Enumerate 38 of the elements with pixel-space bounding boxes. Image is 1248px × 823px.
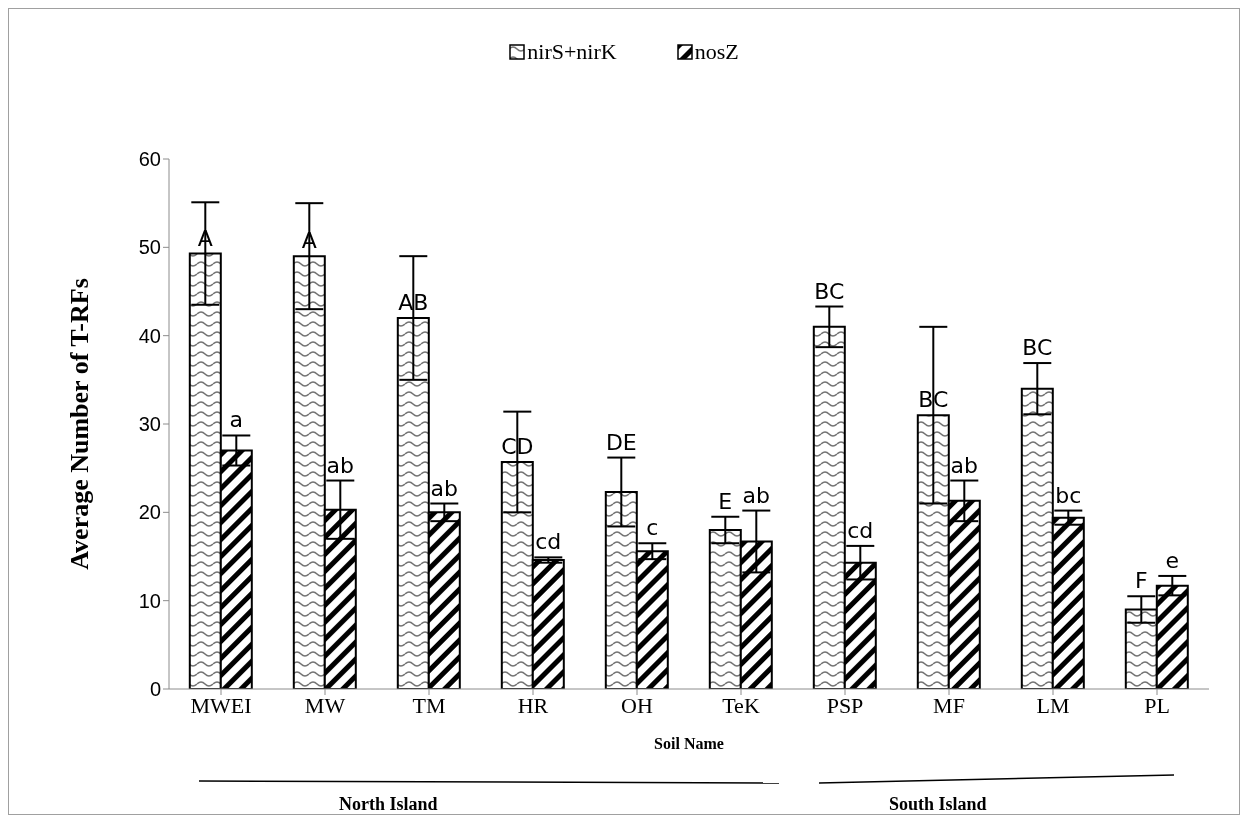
data-label: E <box>718 488 733 514</box>
y-tick-label: 0 <box>149 678 161 701</box>
y-tick-label: 50 <box>138 236 161 259</box>
data-label: ab <box>950 452 979 478</box>
data-label: cd <box>847 517 874 543</box>
data-label: ab <box>326 452 355 478</box>
y-tick-label: 20 <box>138 501 161 524</box>
x-tick-label: PSP <box>826 692 864 718</box>
data-label: e <box>1165 547 1180 573</box>
data-label: cd <box>535 529 562 555</box>
x-tick-label: OH <box>621 692 653 718</box>
y-tick-label: 30 <box>138 413 161 436</box>
x-tick-label: TM <box>412 692 446 718</box>
data-label: a <box>229 407 244 433</box>
x-tick-label: MWEI <box>190 692 252 718</box>
legend-label: nosZ <box>693 39 739 65</box>
data-label: ab <box>742 482 771 508</box>
data-label: ab <box>430 475 459 501</box>
data-label: BC <box>1022 335 1053 361</box>
y-tick-label: 40 <box>138 324 161 347</box>
x-tick-label: MW <box>304 692 346 718</box>
x-tick-label: TeK <box>722 692 760 718</box>
x-tick-label: HR <box>517 692 549 718</box>
y-tick-label: 10 <box>138 589 161 612</box>
data-label: BC <box>814 278 845 304</box>
text: North Island <box>339 794 438 815</box>
x-tick-label: PL <box>1144 692 1170 718</box>
y-tick-label: 60 <box>138 148 161 171</box>
x-tick-label: MF <box>933 692 965 718</box>
data-label: c <box>646 515 659 541</box>
y-axis-title: Average Number of T-RFs <box>65 278 95 570</box>
data-label: F <box>1134 568 1148 594</box>
x-axis-title: Soil Name <box>654 735 724 752</box>
legend-label: nirS+nirK <box>526 39 617 65</box>
data-label: DE <box>605 429 637 455</box>
text: South Island <box>889 794 987 815</box>
x-tick-label: LM <box>1036 692 1070 718</box>
data-label: bc <box>1055 482 1082 508</box>
